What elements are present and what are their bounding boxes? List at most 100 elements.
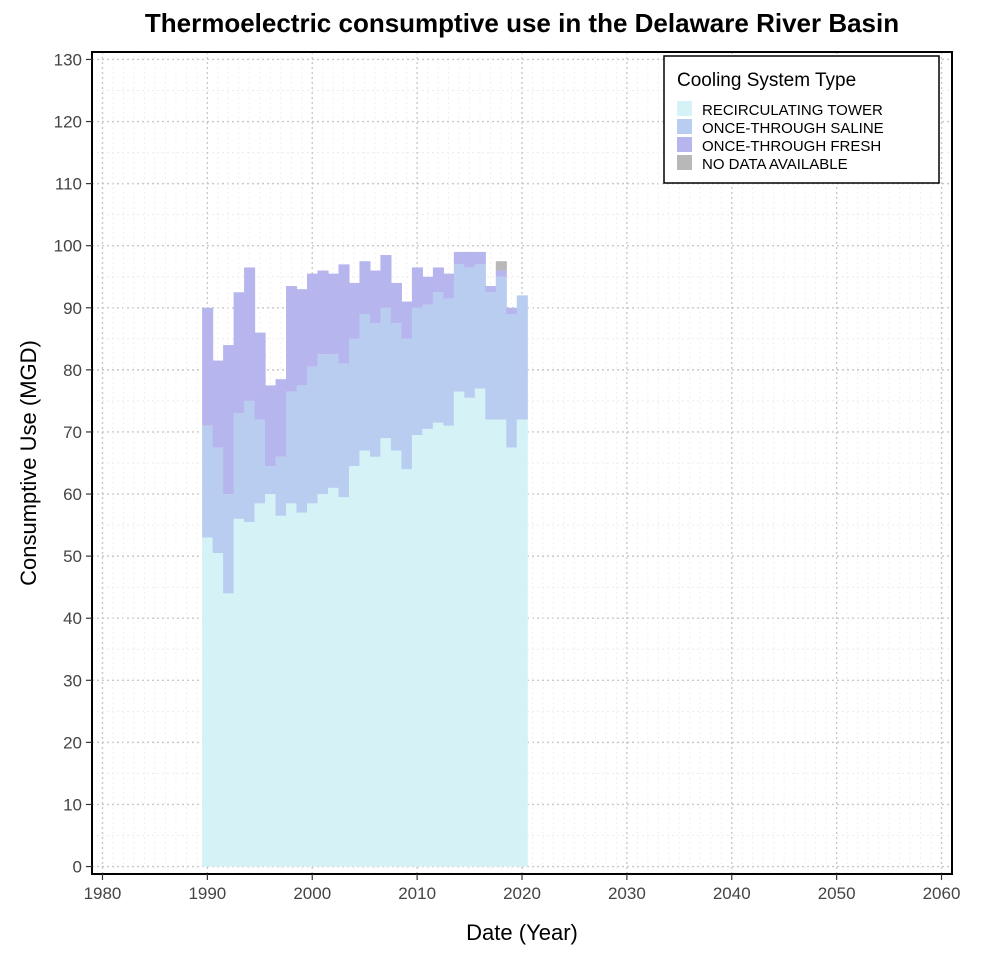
bar-once-through-fresh-2017 (485, 286, 497, 293)
bar-recirculating-tower-2012 (432, 422, 444, 867)
bar-once-through-saline-2007 (380, 307, 392, 439)
bar-once-through-saline-2015 (464, 267, 476, 398)
bar-once-through-fresh-2009 (401, 301, 413, 339)
bar-recirculating-tower-2010 (411, 435, 423, 867)
bar-once-through-fresh-1996 (265, 385, 277, 467)
bar-once-through-saline-2017 (485, 292, 497, 420)
bar-once-through-fresh-2012 (432, 267, 444, 293)
bar-once-through-fresh-2007 (380, 255, 392, 308)
bar-once-through-fresh-2014 (453, 251, 465, 265)
bar-once-through-fresh-2008 (390, 282, 402, 324)
y-tick-label: 100 (54, 237, 82, 256)
x-tick-label: 1990 (188, 884, 226, 903)
bar-recirculating-tower-2017 (485, 419, 497, 867)
bar-recirculating-tower-2020 (516, 419, 528, 867)
bar-once-through-saline-2011 (422, 304, 434, 429)
bar-once-through-saline-1993 (233, 413, 245, 519)
bar-once-through-saline-2003 (338, 363, 350, 498)
bar-recirculating-tower-2011 (422, 428, 434, 867)
bar-recirculating-tower-2002 (327, 487, 340, 867)
bar-no-data-available-2018 (495, 261, 507, 271)
bar-once-through-fresh-2015 (464, 251, 476, 268)
bar-recirculating-tower-2013 (443, 425, 455, 867)
bar-recirculating-tower-2007 (380, 438, 392, 867)
bar-recirculating-tower-1994 (244, 521, 256, 867)
y-tick-label: 0 (73, 858, 82, 877)
bar-once-through-fresh-1990 (202, 307, 214, 426)
y-tick-label: 80 (63, 361, 82, 380)
bar-once-through-saline-1996 (265, 466, 277, 495)
x-tick-label: 1980 (84, 884, 122, 903)
legend-swatch-once-through-fresh (677, 137, 692, 152)
legend-swatch-recirculating-tower (677, 101, 692, 116)
bar-once-through-saline-2019 (506, 313, 518, 448)
legend-label-once-through-fresh: ONCE-THROUGH FRESH (702, 138, 881, 155)
bar-once-through-fresh-2002 (327, 273, 340, 355)
bar-once-through-saline-2000 (307, 366, 319, 504)
bar-once-through-saline-1994 (244, 400, 256, 522)
y-tick-label: 60 (63, 485, 82, 504)
bar-once-through-fresh-2006 (369, 270, 382, 324)
bar-once-through-fresh-1992 (223, 345, 235, 495)
bar-once-through-fresh-2016 (474, 251, 486, 265)
bar-once-through-saline-2020 (516, 295, 528, 420)
legend-swatch-once-through-saline (677, 119, 692, 134)
x-tick-label: 2060 (923, 884, 961, 903)
bar-recirculating-tower-2009 (401, 469, 413, 867)
bar-once-through-fresh-2001 (317, 270, 329, 355)
legend-box (663, 55, 940, 184)
x-tick-label: 2020 (503, 884, 541, 903)
bar-once-through-saline-2009 (401, 338, 413, 470)
bar-recirculating-tower-2004 (348, 466, 361, 867)
bar-once-through-fresh-2010 (411, 267, 423, 308)
bar-once-through-fresh-2019 (506, 307, 518, 314)
bar-once-through-saline-2005 (359, 313, 371, 451)
y-tick-label: 90 (63, 299, 82, 318)
bar-once-through-saline-2004 (348, 338, 361, 467)
x-tick-label: 2000 (293, 884, 331, 903)
x-axis-title: Date (Year) (466, 920, 578, 945)
bar-once-through-saline-1995 (254, 419, 266, 504)
bar-once-through-fresh-2003 (338, 264, 350, 364)
bar-recirculating-tower-1991 (212, 553, 224, 867)
bar-once-through-saline-2018 (495, 276, 507, 420)
bar-once-through-saline-2008 (390, 323, 402, 451)
plot-area (202, 251, 528, 867)
bar-recirculating-tower-2019 (506, 447, 518, 867)
bar-once-through-saline-1990 (202, 425, 214, 538)
bar-once-through-fresh-2004 (348, 282, 361, 339)
bar-once-through-fresh-1994 (244, 267, 256, 401)
legend-label-recirculating-tower: RECIRCULATING TOWER (702, 102, 883, 119)
bar-recirculating-tower-1999 (296, 512, 308, 867)
bar-once-through-saline-2002 (327, 354, 340, 488)
bar-once-through-fresh-2000 (307, 273, 319, 367)
bar-recirculating-tower-1997 (275, 515, 287, 867)
y-tick-label: 110 (55, 175, 82, 194)
bar-once-through-fresh-2013 (443, 273, 455, 299)
bar-once-through-saline-1991 (212, 447, 224, 554)
y-tick-label: 30 (63, 671, 82, 690)
y-tick-label: 10 (63, 795, 82, 814)
bar-once-through-fresh-1999 (296, 289, 308, 386)
legend-label-once-through-saline: ONCE-THROUGH SALINE (702, 120, 884, 137)
bar-recirculating-tower-2008 (390, 450, 402, 867)
bar-once-through-saline-1998 (286, 391, 298, 504)
legend: Cooling System Type RECIRCULATING TOWER … (663, 55, 940, 184)
bar-once-through-saline-2010 (411, 307, 423, 436)
bar-once-through-fresh-2011 (422, 276, 434, 305)
x-tick-label: 2040 (713, 884, 751, 903)
y-tick-label: 20 (63, 733, 82, 752)
y-tick-label: 70 (63, 423, 82, 442)
bar-once-through-saline-2006 (369, 323, 382, 457)
legend-label-no-data-available: NO DATA AVAILABLE (702, 156, 848, 173)
bar-recirculating-tower-1990 (202, 537, 214, 867)
y-tick-label: 40 (63, 609, 82, 628)
bar-recirculating-tower-2005 (359, 450, 371, 867)
bar-recirculating-tower-2018 (495, 419, 507, 867)
x-tick-label: 2010 (398, 884, 436, 903)
bar-recirculating-tower-1998 (286, 503, 298, 867)
bar-once-through-saline-2013 (443, 298, 455, 426)
bar-recirculating-tower-2003 (338, 497, 350, 867)
